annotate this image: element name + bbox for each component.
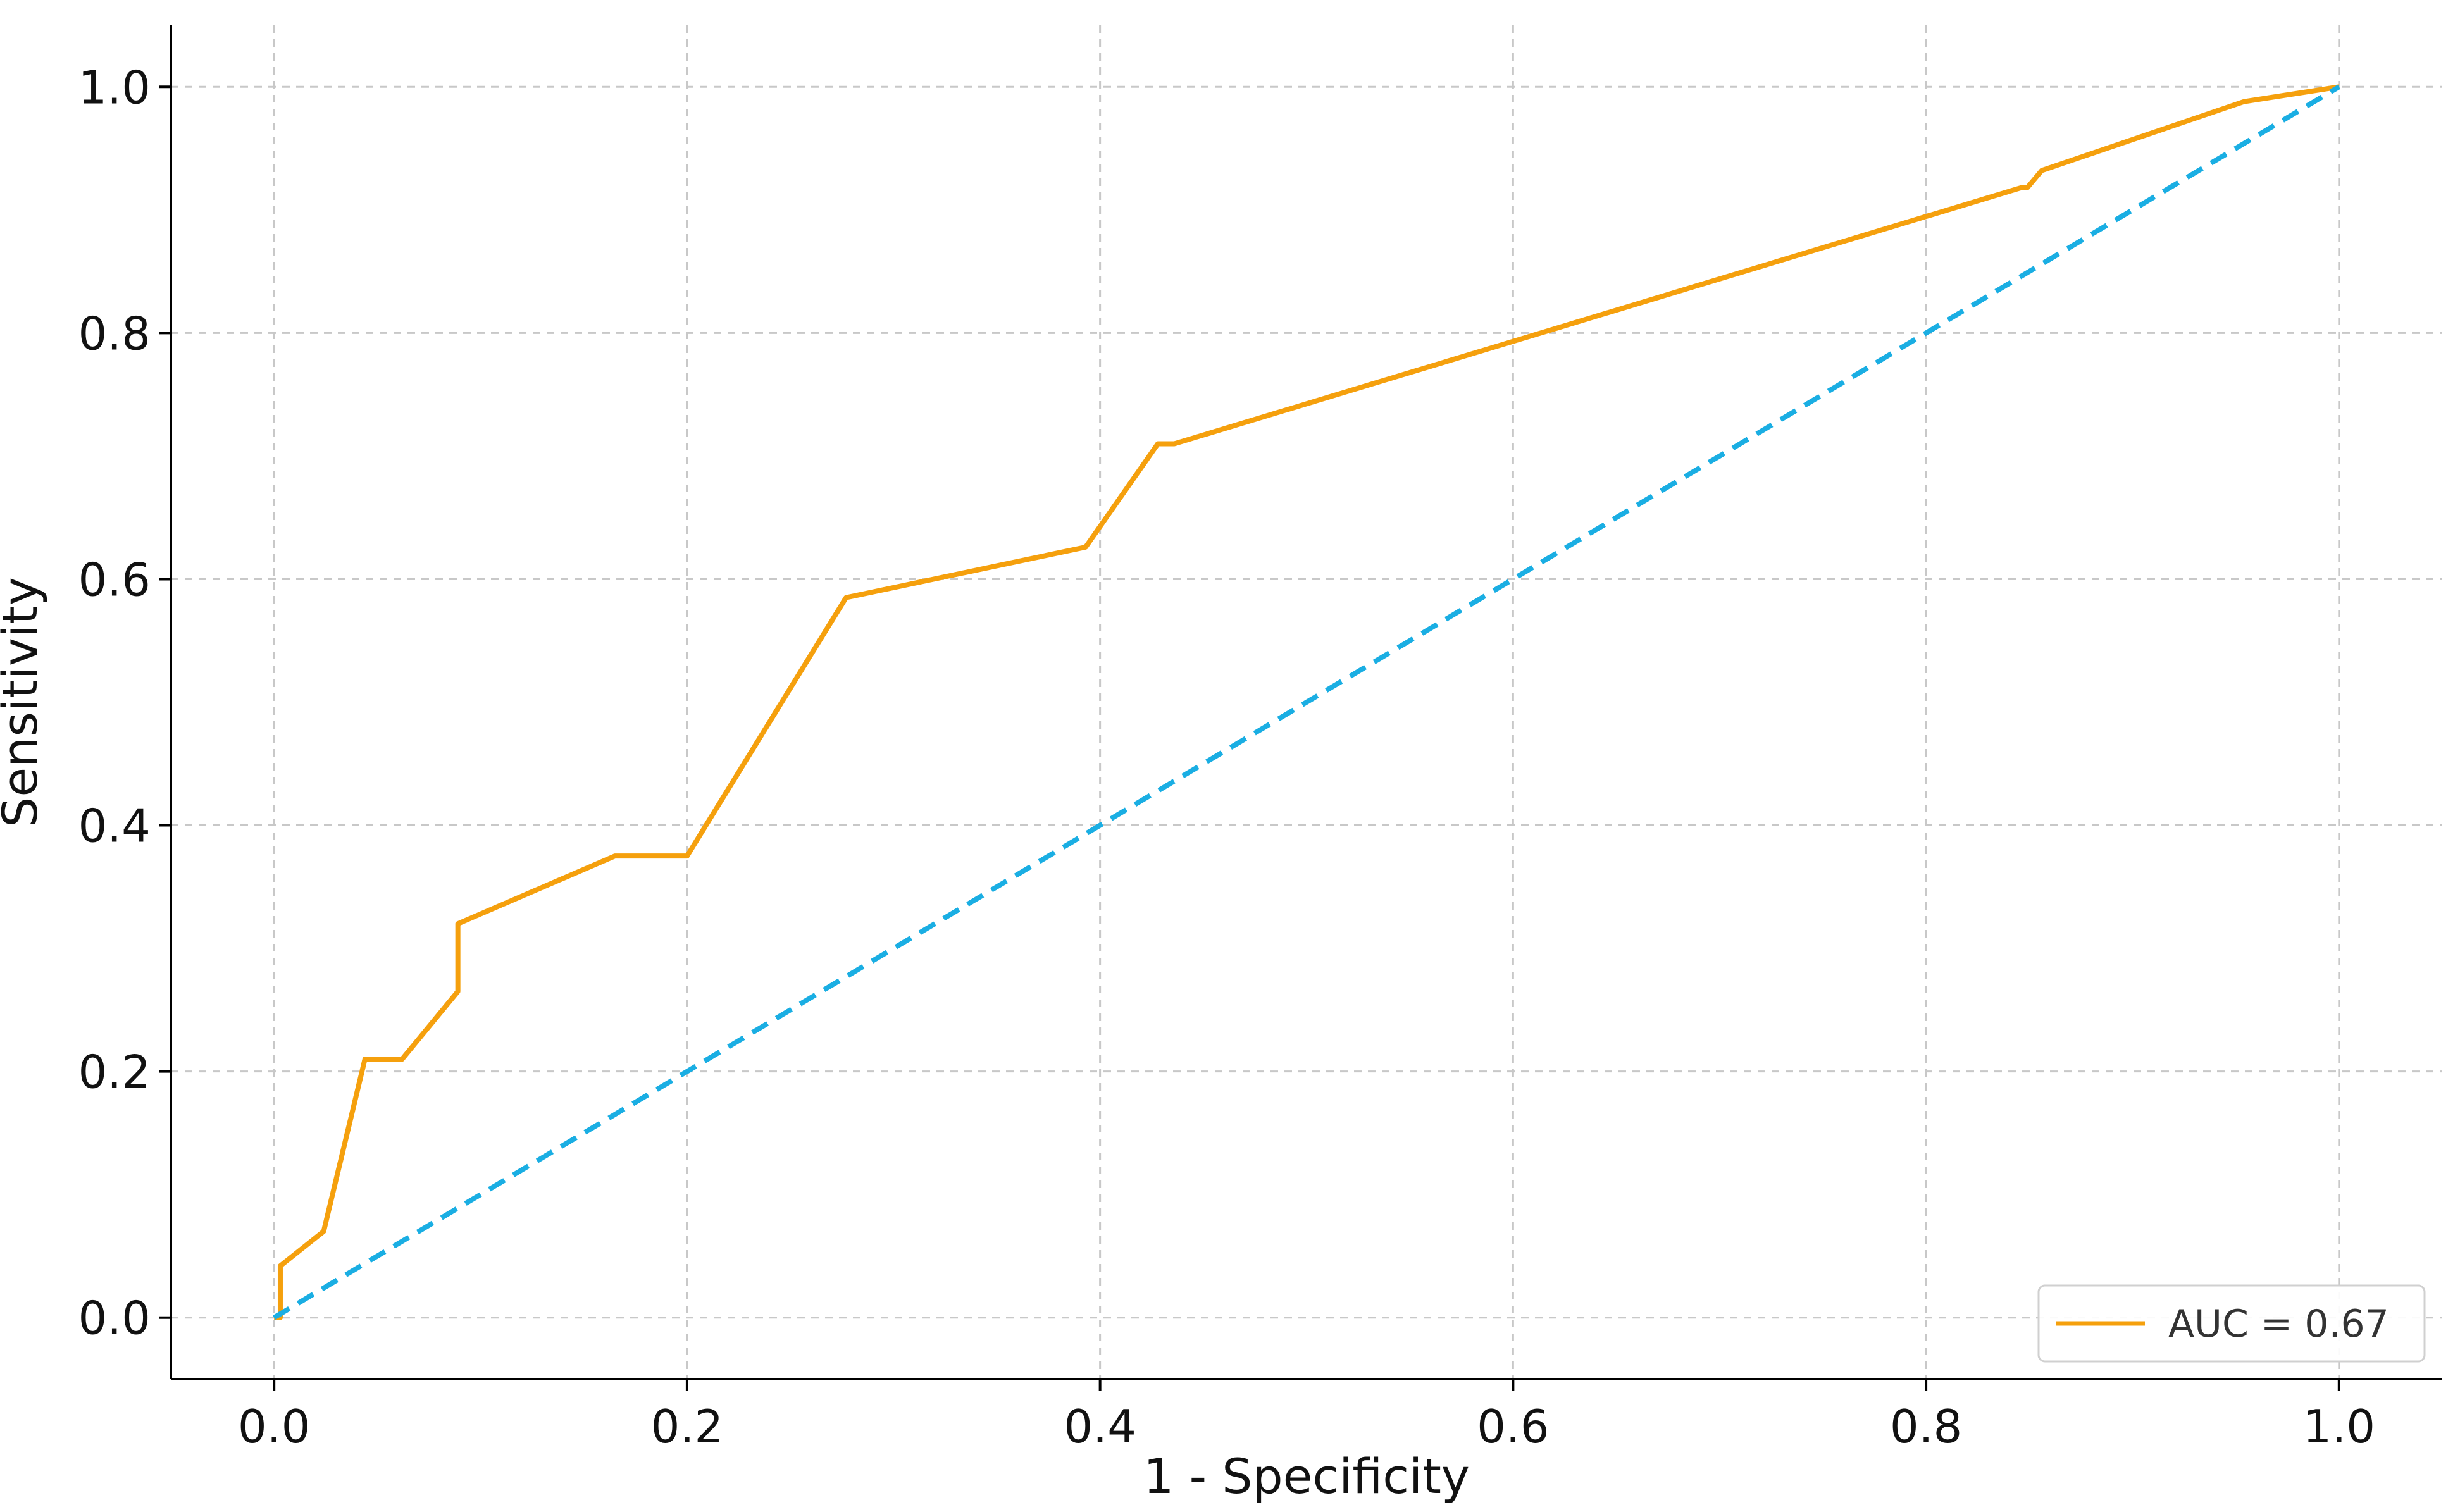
x-tick-label: 0.6 xyxy=(1477,1400,1550,1453)
grid-layer xyxy=(171,25,2442,1379)
y-tick-label: 0.2 xyxy=(78,1046,151,1099)
roc-curve-line xyxy=(274,84,2340,1320)
reference-diagonal-line xyxy=(273,84,2340,1320)
y-tick-label: 0.0 xyxy=(78,1292,151,1345)
series-layer xyxy=(273,84,2340,1320)
x-tick-label: 0.8 xyxy=(1890,1400,1963,1453)
y-tick-label: 0.8 xyxy=(78,307,151,360)
legend-box xyxy=(2037,1284,2426,1363)
legend: AUC = 0.67 xyxy=(2037,1284,2426,1363)
x-axis-label: 1 - Specificity xyxy=(1143,1448,1470,1504)
x-tick-label: 0.0 xyxy=(238,1400,311,1453)
ticks-layer: 0.0 0.2 0.4 0.6 0.8 1.0 0.0 0.2 0.4 0.6 0.8 1.0 xyxy=(78,61,2375,1453)
y-tick-label: 0.4 xyxy=(78,800,151,853)
y-tick-label: 0.6 xyxy=(78,553,151,606)
x-tick-label: 0.2 xyxy=(651,1400,724,1453)
legend-label: AUC = 0.67 xyxy=(2168,1302,2389,1346)
y-tick-label: 1.0 xyxy=(78,61,151,114)
axes-layer xyxy=(170,25,2442,1380)
x-tick-label: 1.0 xyxy=(2303,1400,2376,1453)
y-axis-label: Sensitivity xyxy=(0,577,48,827)
x-tick-label: 0.4 xyxy=(1064,1400,1136,1453)
